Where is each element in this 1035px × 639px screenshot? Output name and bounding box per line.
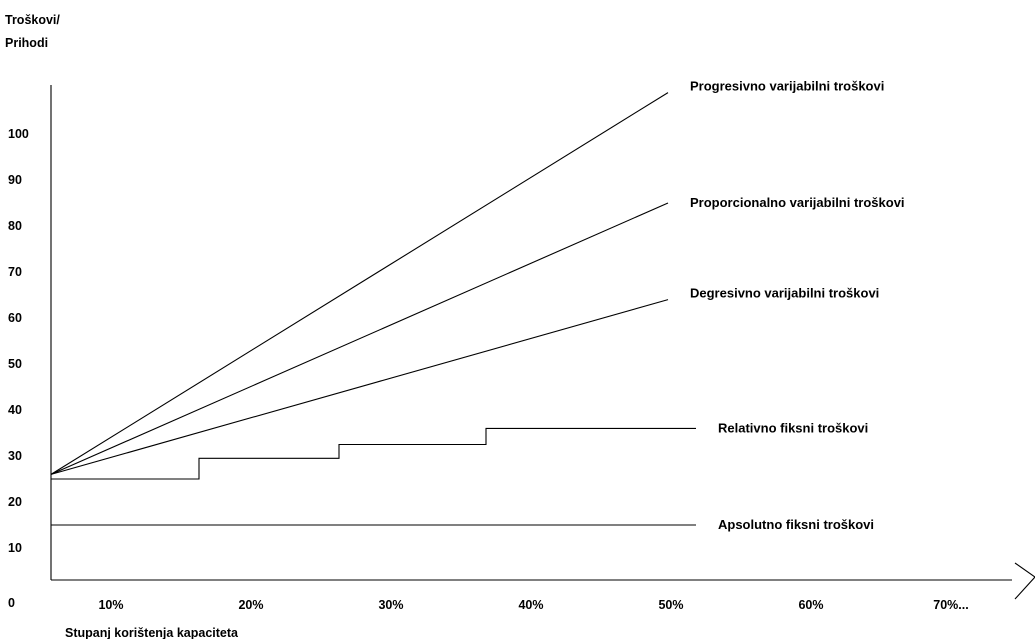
x-tick-label-70: 70%... (933, 598, 968, 612)
x-tick-label-30: 30% (378, 598, 403, 612)
series-label-relativno-fiksni: Relativno fiksni troškovi (718, 420, 868, 435)
y-tick-label-70: 70 (8, 265, 22, 279)
x-tick-labels: 10% 20% 30% 40% 50% 60% 70%... (98, 598, 968, 612)
series-line-degresivno (50, 299, 669, 475)
series-label-apsolutno-fiksni: Apsolutno fiksni troškovi (718, 517, 874, 532)
series-line-proporcionalno (50, 202, 669, 475)
series-group: Progresivno varijabilni troškovi Proporci… (50, 79, 905, 532)
series-line-progresivno (50, 92, 669, 475)
y-tick-label-50: 50 (8, 357, 22, 371)
x-tick-label-60: 60% (798, 598, 823, 612)
x-axis-arrow (1014, 562, 1035, 600)
y-tick-label-40: 40 (8, 403, 22, 417)
x-tick-label-20: 20% (238, 598, 263, 612)
series-label-progresivno: Progresivno varijabilni troškovi (690, 79, 884, 94)
origin-label: 0 (8, 596, 15, 610)
y-tick-label-30: 30 (8, 449, 22, 463)
x-tick-label-50: 50% (658, 598, 683, 612)
y-tick-label-100: 100 (8, 127, 29, 141)
series-line-relativno-fiksni (51, 427, 696, 480)
y-axis-label-line-2: Prihodi (5, 36, 48, 50)
y-tick-label-20: 20 (8, 495, 22, 509)
y-tick-label-90: 90 (8, 173, 22, 187)
y-axis-label-line-1: Troškovi/ (5, 13, 60, 27)
y-tick-label-60: 60 (8, 311, 22, 325)
y-tick-labels: 10 20 30 40 50 60 70 80 90 100 (8, 127, 29, 555)
series-label-degresivno: Degresivno varijabilni troškovi (690, 286, 879, 301)
x-axis-label: Stupanj korištenja kapaciteta (65, 626, 239, 639)
y-tick-label-10: 10 (8, 541, 22, 555)
x-tick-label-40: 40% (518, 598, 543, 612)
series-label-proporcionalno: Proporcionalno varijabilni troškovi (690, 195, 905, 210)
y-tick-label-80: 80 (8, 219, 22, 233)
x-tick-label-10: 10% (98, 598, 123, 612)
